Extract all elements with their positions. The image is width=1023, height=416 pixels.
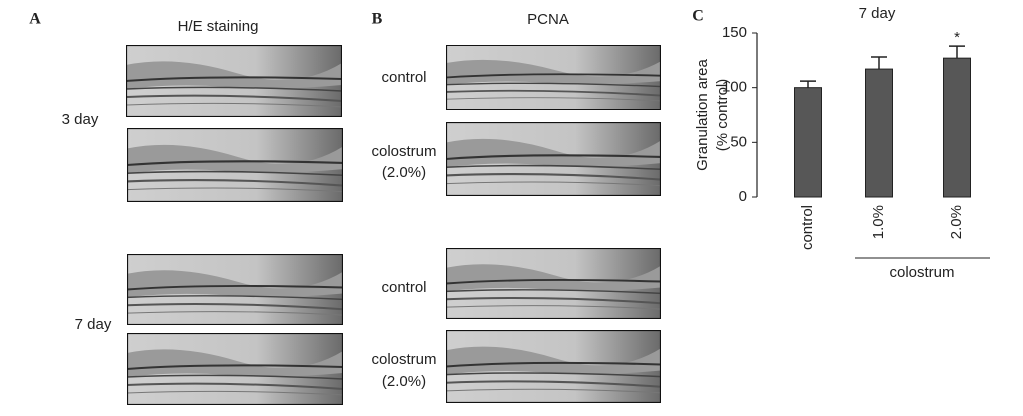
x-tick-label: control — [799, 205, 816, 250]
y-tick-label: 50 — [730, 133, 747, 150]
row-label: colostrum — [371, 143, 436, 160]
panel-title: PCNA — [527, 11, 569, 28]
micrograph — [126, 45, 342, 117]
micrograph — [446, 45, 661, 110]
x-tick-label: 2.0% — [948, 205, 965, 239]
y-axis-label: (% control) — [714, 79, 731, 152]
annotation: * — [954, 29, 960, 46]
y-tick-label: 100 — [722, 79, 747, 96]
row-label: colostrum — [371, 351, 436, 368]
panel-b: B PCNA control colostrum (2.0%) control … — [371, 11, 661, 403]
error-bar — [949, 45, 965, 59]
panel-title: H/E staining — [178, 18, 259, 35]
row-label: 7 day — [75, 316, 112, 333]
group-label: colostrum — [889, 264, 954, 281]
bar — [865, 68, 893, 198]
row-label: control — [381, 69, 426, 86]
y-axis-label: Granulation area — [694, 58, 711, 170]
row-label: (2.0%) — [382, 373, 426, 390]
panel-c: C 7 day Granulation area (% control) 0 50… — [692, 5, 990, 281]
chart-title: 7 day — [859, 5, 896, 22]
micrograph — [446, 248, 661, 319]
micrograph — [446, 330, 661, 403]
row-label: 3 day — [62, 111, 99, 128]
x-tick-label: 1.0% — [870, 205, 887, 239]
bar — [943, 57, 971, 198]
error-bar — [800, 80, 816, 88]
micrograph — [446, 122, 661, 196]
panel-a: A H/E staining 3 day 7 day — [29, 11, 343, 405]
error-bar — [871, 56, 887, 70]
panel-label: C — [692, 8, 704, 25]
row-label: control — [381, 279, 426, 296]
panel-label: B — [372, 11, 383, 28]
micrograph — [127, 254, 343, 325]
y-tick-label: 150 — [722, 24, 747, 41]
row-label: (2.0%) — [382, 164, 426, 181]
bar — [794, 87, 822, 198]
panel-label: A — [29, 11, 41, 28]
micrograph — [127, 128, 343, 202]
y-tick-label: 0 — [739, 188, 747, 205]
micrograph — [127, 333, 343, 405]
